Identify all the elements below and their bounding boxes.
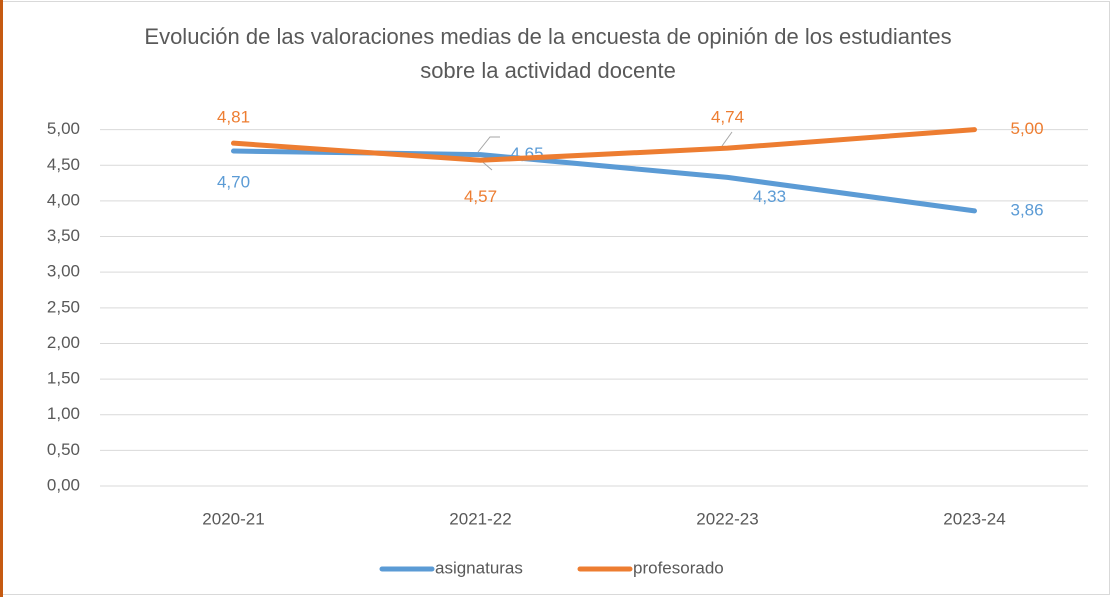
left-edge [0,0,3,597]
x-tick-label: 2021-22 [449,509,511,528]
x-tick-label: 2022-23 [696,509,758,528]
line-series [231,127,977,163]
y-tick-label: 1,50 [47,369,80,388]
y-tick-label: 2,50 [47,297,80,316]
y-tick-label: 3,50 [47,226,80,245]
data-label: 3,86 [1011,200,1044,219]
legend-label: asignaturas [435,558,523,577]
y-tick-label: 0,50 [47,440,80,459]
y-tick-label: 4,00 [47,190,80,209]
data-label: 4,70 [217,173,250,192]
legend-label: profesorado [633,558,724,577]
y-tick-label: 5,00 [47,119,80,138]
leader-line [721,131,733,147]
y-tick-label: 2,00 [47,333,80,352]
data-label: 4,74 [711,108,744,127]
data-label: 4,81 [217,108,250,127]
y-tick-label: 4,50 [47,155,80,174]
x-tick-label: 2023-24 [943,509,1005,528]
y-tick-label: 0,00 [47,475,80,494]
data-label: 4,33 [753,187,786,206]
chart-title: Evolución de las valoraciones medias de … [144,24,952,83]
data-label: 4,57 [464,187,497,206]
x-tick-label: 2020-21 [202,509,264,528]
leader-line [477,136,500,153]
data-label: 5,00 [1011,119,1044,138]
y-tick-label: 1,00 [47,404,80,423]
y-tick-label: 3,00 [47,262,80,281]
